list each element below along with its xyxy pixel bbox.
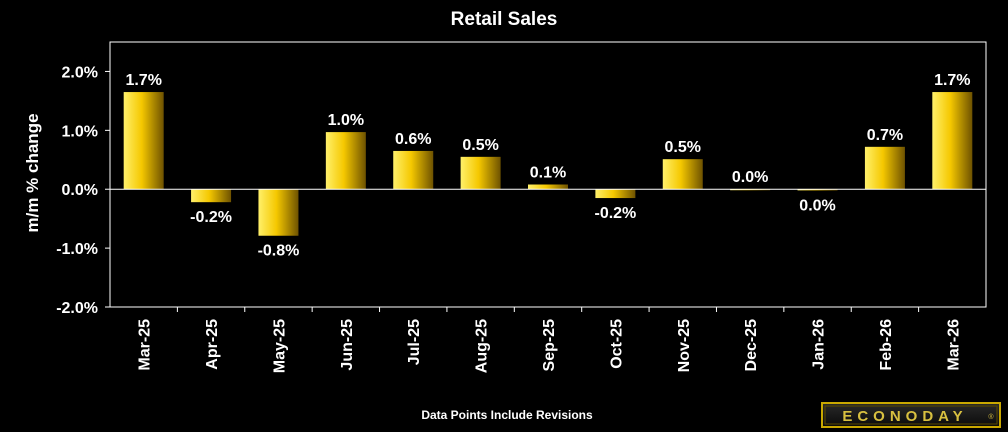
y-tick-label: -2.0% [56, 300, 98, 317]
data-label: -0.2% [594, 205, 636, 222]
data-label: 0.5% [665, 139, 701, 156]
bar-mar-26 [932, 92, 973, 190]
x-tick-label: Mar-25 [137, 319, 154, 371]
data-label: -0.8% [258, 243, 300, 260]
bar-jan-26 [797, 189, 838, 191]
bar-feb-26 [864, 146, 905, 190]
data-label: 0.6% [395, 131, 431, 148]
y-tick-label: 1.0% [62, 123, 98, 140]
x-tick-label: Oct-25 [608, 319, 625, 369]
x-tick-label: Jun-25 [339, 319, 356, 371]
bar-may-25 [258, 189, 299, 236]
data-label: 0.0% [732, 169, 768, 186]
data-label: 0.5% [462, 137, 498, 154]
y-tick-label: -1.0% [56, 241, 98, 258]
data-label: 1.7% [934, 72, 970, 89]
plot-area-frame [109, 41, 987, 308]
logo-text: ECONODAY [842, 408, 967, 425]
x-tick-label: Dec-25 [743, 319, 760, 372]
x-tick-label: Nov-25 [676, 319, 693, 372]
logo-frame [821, 402, 1001, 428]
bar-apr-25 [191, 189, 232, 203]
y-tick-label: 0.0% [62, 182, 98, 199]
x-tick-label: Jan-26 [811, 319, 828, 370]
y-axis-label: m/m % change [23, 113, 42, 232]
bar-sep-25 [528, 184, 568, 190]
y-tick-label: 2.0% [62, 64, 98, 81]
footnote: Data Points Include Revisions [421, 408, 593, 422]
x-axis-ticks: Mar-25 Apr-25 May-25 Jun-25 Jul-25 Aug-25 Sep-… [137, 307, 962, 373]
bar-aug-25 [460, 156, 501, 190]
y-axis-ticks: 2.0% 1.0% 0.0% -1.0% -2.0% [56, 64, 110, 317]
data-label: -0.2% [190, 209, 232, 226]
bar-jun-25 [325, 132, 366, 190]
data-label: 1.0% [328, 112, 364, 129]
data-label: 1.7% [125, 72, 161, 89]
bar-mar-25 [123, 92, 164, 190]
registered-mark: ® [988, 413, 994, 421]
data-label: 0.7% [867, 127, 903, 144]
bars [123, 92, 973, 236]
x-tick-label: Aug-25 [474, 319, 491, 373]
bar-nov-25 [662, 159, 703, 190]
bar-oct-25 [595, 189, 636, 199]
x-tick-label: Mar-26 [945, 319, 962, 371]
bar-jul-25 [393, 150, 434, 190]
econoday-logo: ECONODAY ® [821, 402, 1001, 428]
data-label: 0.0% [799, 197, 835, 214]
x-tick-label: Feb-26 [878, 319, 895, 371]
data-labels: 1.7% -0.2% -0.8% 1.0% 0.6% 0.5% 0.1% -0.2% 0.5% 0… [125, 72, 970, 260]
x-tick-label: May-25 [271, 319, 288, 373]
x-tick-label: Jul-25 [406, 319, 423, 365]
x-tick-label: Apr-25 [204, 319, 221, 370]
x-tick-label: Sep-25 [541, 319, 558, 372]
data-label: 0.1% [530, 165, 566, 182]
chart-title: Retail Sales [451, 9, 558, 30]
logo-inner-frame [824, 405, 998, 425]
